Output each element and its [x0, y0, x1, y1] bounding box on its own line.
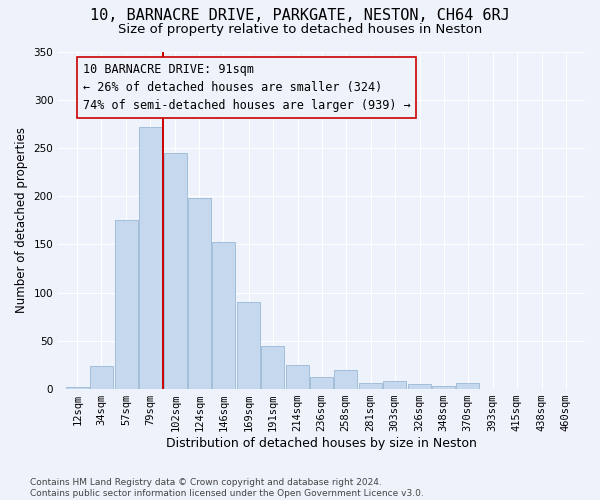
- Bar: [115, 220, 138, 389]
- Bar: [383, 382, 406, 389]
- Bar: [310, 376, 333, 389]
- Text: 10, BARNACRE DRIVE, PARKGATE, NESTON, CH64 6RJ: 10, BARNACRE DRIVE, PARKGATE, NESTON, CH…: [90, 8, 510, 22]
- Bar: [212, 242, 235, 389]
- Bar: [261, 346, 284, 389]
- Bar: [408, 384, 431, 389]
- Bar: [164, 153, 187, 389]
- X-axis label: Distribution of detached houses by size in Neston: Distribution of detached houses by size …: [166, 437, 477, 450]
- Bar: [456, 384, 479, 389]
- Bar: [90, 366, 113, 389]
- Text: Contains HM Land Registry data © Crown copyright and database right 2024.
Contai: Contains HM Land Registry data © Crown c…: [30, 478, 424, 498]
- Y-axis label: Number of detached properties: Number of detached properties: [15, 128, 28, 314]
- Bar: [334, 370, 357, 389]
- Bar: [237, 302, 260, 389]
- Text: Size of property relative to detached houses in Neston: Size of property relative to detached ho…: [118, 22, 482, 36]
- Bar: [188, 198, 211, 389]
- Text: 10 BARNACRE DRIVE: 91sqm
← 26% of detached houses are smaller (324)
74% of semi-: 10 BARNACRE DRIVE: 91sqm ← 26% of detach…: [83, 63, 410, 112]
- Bar: [286, 365, 309, 389]
- Bar: [139, 126, 162, 389]
- Bar: [359, 384, 382, 389]
- Bar: [66, 387, 89, 389]
- Bar: [432, 386, 455, 389]
